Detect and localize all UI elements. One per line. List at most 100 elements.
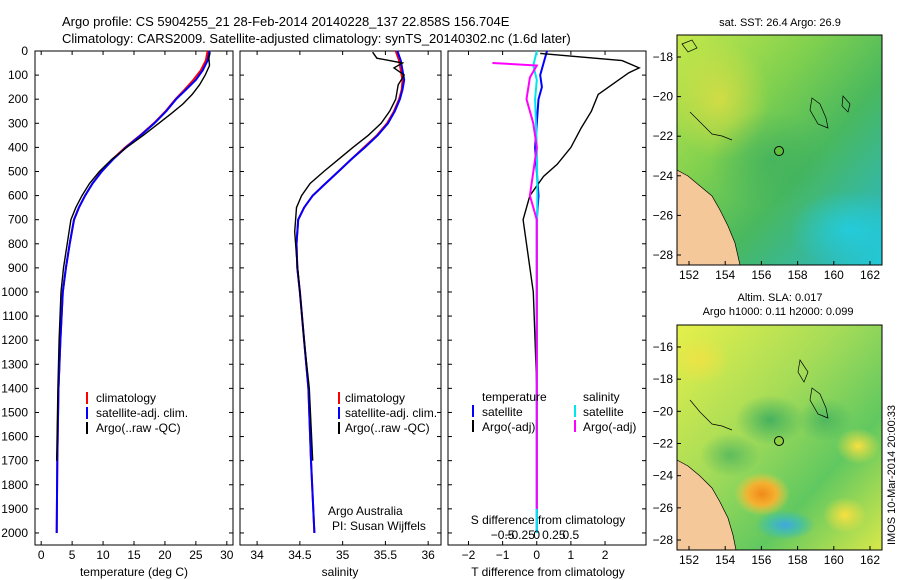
difference-top-label: S difference from climatology <box>471 513 626 527</box>
x-tick-label: −1 <box>496 548 510 562</box>
map-x-tick-label: 160 <box>824 553 844 567</box>
depth-tick-label: 200 <box>8 92 28 106</box>
s-tick-label: −0.5 <box>491 528 515 542</box>
map-x-tick-label: 154 <box>715 553 735 567</box>
map-y-tick-label: −26 <box>653 208 674 222</box>
legend-t-argo: Argo(-adj) <box>482 420 535 434</box>
difference-panel <box>447 50 647 546</box>
legend-climatology: climatology <box>345 391 405 405</box>
x-tick-label: 34 <box>250 548 264 562</box>
salinity-xlabel: salinity <box>322 565 359 579</box>
watermark: IMOS 10-Mar-2014 20:00:33 <box>886 405 898 545</box>
depth-tick-label: 800 <box>8 237 28 251</box>
depth-tick-label: 1300 <box>1 357 28 371</box>
map-x-tick-label: 156 <box>751 553 771 567</box>
map-y-tick-label: −18 <box>653 50 674 64</box>
salinity-panel <box>239 50 442 546</box>
map-y-tick-label: −16 <box>653 340 674 354</box>
x-tick-label: 5 <box>69 548 76 562</box>
s-tick-label: 0 <box>533 528 540 542</box>
map-x-tick-label: 162 <box>860 553 880 567</box>
map-y-tick-label: −18 <box>653 372 674 386</box>
depth-axis: 0 100 200 300 400 500 600 700 800 900 1000 1100 1200… <box>1 44 646 540</box>
x-tick-label: 30 <box>220 548 234 562</box>
map-y-tick-label: −22 <box>653 437 674 451</box>
x-tick-label: 35.5 <box>374 548 398 562</box>
x-tick-label: 20 <box>158 548 172 562</box>
x-tick-label: 34.5 <box>288 548 312 562</box>
x-tick-label: 36 <box>421 548 435 562</box>
s-tick-label: 0.5 <box>563 528 580 542</box>
x-tick-label: 0 <box>38 548 45 562</box>
header-line-2: Climatology: CARS2009. Satellite-adjuste… <box>62 31 571 46</box>
series-argo-raw-qc- <box>56 52 211 461</box>
legend-climatology: climatology <box>96 391 156 405</box>
x-tick-label: 2 <box>602 548 609 562</box>
map-x-tick-label: 162 <box>860 268 880 282</box>
depth-tick-label: 1900 <box>1 502 28 516</box>
legend-s-satellite: satellite <box>583 405 624 419</box>
map-y-tick-label: −20 <box>653 404 674 418</box>
map-y-tick-label: −24 <box>653 169 674 183</box>
annotation-argo-australia: Argo Australia <box>328 504 403 518</box>
depth-tick-label: 1700 <box>1 454 28 468</box>
sla-land <box>677 460 736 550</box>
sst-axes: 152 154 156 158 160 162 −18 −20 −22 −24 −26 −28 <box>653 50 881 282</box>
map-x-tick-label: 158 <box>788 268 808 282</box>
legend-t-satellite: satellite <box>482 405 523 419</box>
x-tick-label: 15 <box>127 548 141 562</box>
map-y-tick-label: −28 <box>653 248 674 262</box>
map-y-tick-label: −26 <box>653 501 674 515</box>
legend-s-title: salinity <box>583 390 620 404</box>
map-y-tick-label: −20 <box>653 90 674 104</box>
depth-tick-label: 600 <box>8 189 28 203</box>
series-satellite-adj-clim- <box>55 50 211 534</box>
sla-axes: 152 154 156 158 160 162 −16 −18 −20 −22 −24 −26 −28 <box>653 340 881 567</box>
depth-tick-label: 0 <box>21 44 28 58</box>
x-tick-label: 35 <box>336 548 350 562</box>
difference-chart: −2 −1 0 1 2−0.5−0.250 0.250.5 <box>462 50 641 562</box>
difference-xlabel: T difference from climatology <box>471 565 625 579</box>
map-x-tick-label: 152 <box>679 553 699 567</box>
legend-argo: Argo(..raw -QC) <box>96 421 181 435</box>
x-tick-label: 1 <box>568 548 575 562</box>
depth-tick-label: 1800 <box>1 478 28 492</box>
temperature-chart: 0 5 10 15 20 25 30 <box>38 50 234 562</box>
map-x-tick-label: 156 <box>751 268 771 282</box>
legend-satellite: satellite-adj. clim. <box>96 406 188 420</box>
map-y-tick-label: −24 <box>653 469 674 483</box>
depth-tick-label: 1100 <box>2 309 28 323</box>
depth-tick-label: 500 <box>8 164 28 178</box>
x-tick-label: −2 <box>462 548 476 562</box>
sla-map <box>677 325 882 550</box>
map-y-tick-label: −22 <box>653 129 674 143</box>
map-x-tick-label: 152 <box>679 268 699 282</box>
depth-tick-label: 1400 <box>1 381 28 395</box>
sst-land <box>677 170 740 265</box>
depth-tick-label: 1600 <box>1 430 28 444</box>
depth-tick-label: 900 <box>8 261 28 275</box>
series-argo-t <box>522 52 641 509</box>
legend-satellite: satellite-adj. clim. <box>345 406 437 420</box>
depth-tick-label: 1000 <box>1 285 28 299</box>
salinity-chart: 34 34.5 35 35.5 36 <box>250 50 435 562</box>
salinity-legend: climatology satellite-adj. clim. Argo(..… <box>338 391 437 435</box>
sst-title: sat. SST: 26.4 Argo: 26.9 <box>719 17 841 29</box>
sla-title-1: Altim. SLA: 0.017 <box>738 292 823 304</box>
depth-tick-label: 2000 <box>1 526 28 540</box>
x-tick-label: 10 <box>96 548 110 562</box>
depth-tick-label: 300 <box>8 116 28 130</box>
x-tick-label: 0 <box>533 548 540 562</box>
difference-legend: temperature satellite Argo(-adj) salinit… <box>472 390 636 434</box>
legend-argo: Argo(..raw -QC) <box>345 421 430 435</box>
s-tick-label: −0.25 <box>505 528 536 542</box>
depth-tick-label: 1200 <box>1 333 28 347</box>
series-argo-raw-qc- <box>293 51 406 461</box>
x-tick-label: 25 <box>189 548 203 562</box>
annotation-pi: PI: Susan Wijffels <box>332 519 426 533</box>
temperature-legend: climatology satellite-adj. clim. Argo(..… <box>86 391 188 435</box>
sla-title-2: Argo h1000: 0.11 h2000: 0.099 <box>703 306 854 318</box>
s-tick-label: 0.25 <box>542 528 566 542</box>
temperature-xlabel: temperature (deg C) <box>80 565 188 579</box>
sst-argo-location <box>774 146 784 156</box>
